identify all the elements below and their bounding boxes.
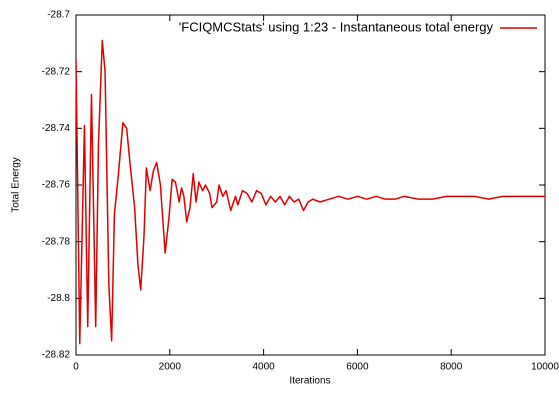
- y-tick-label: -28.72: [42, 66, 71, 77]
- x-axis-label: Iterations: [289, 376, 330, 387]
- y-axis-label: Total Energy: [11, 157, 22, 213]
- x-tick-label: 10000: [531, 362, 559, 373]
- x-tick-label: 4000: [252, 362, 275, 373]
- y-tick-label: -28.78: [42, 236, 71, 247]
- y-tick-label: -28.7: [47, 10, 70, 21]
- y-tick-label: -28.74: [42, 123, 71, 134]
- y-tick-label: -28.82: [42, 350, 71, 361]
- y-tick-label: -28.8: [47, 293, 70, 304]
- x-tick-label: 0: [73, 362, 79, 373]
- legend-label: 'FCIQMCStats' using 1:23 - Instantaneous…: [179, 19, 494, 34]
- x-tick-label: 2000: [159, 362, 182, 373]
- line: [75, 39, 545, 345]
- x-tick-label: 8000: [440, 362, 463, 373]
- x-tick-label: 6000: [346, 362, 369, 373]
- y-tick-label: -28.76: [42, 180, 71, 191]
